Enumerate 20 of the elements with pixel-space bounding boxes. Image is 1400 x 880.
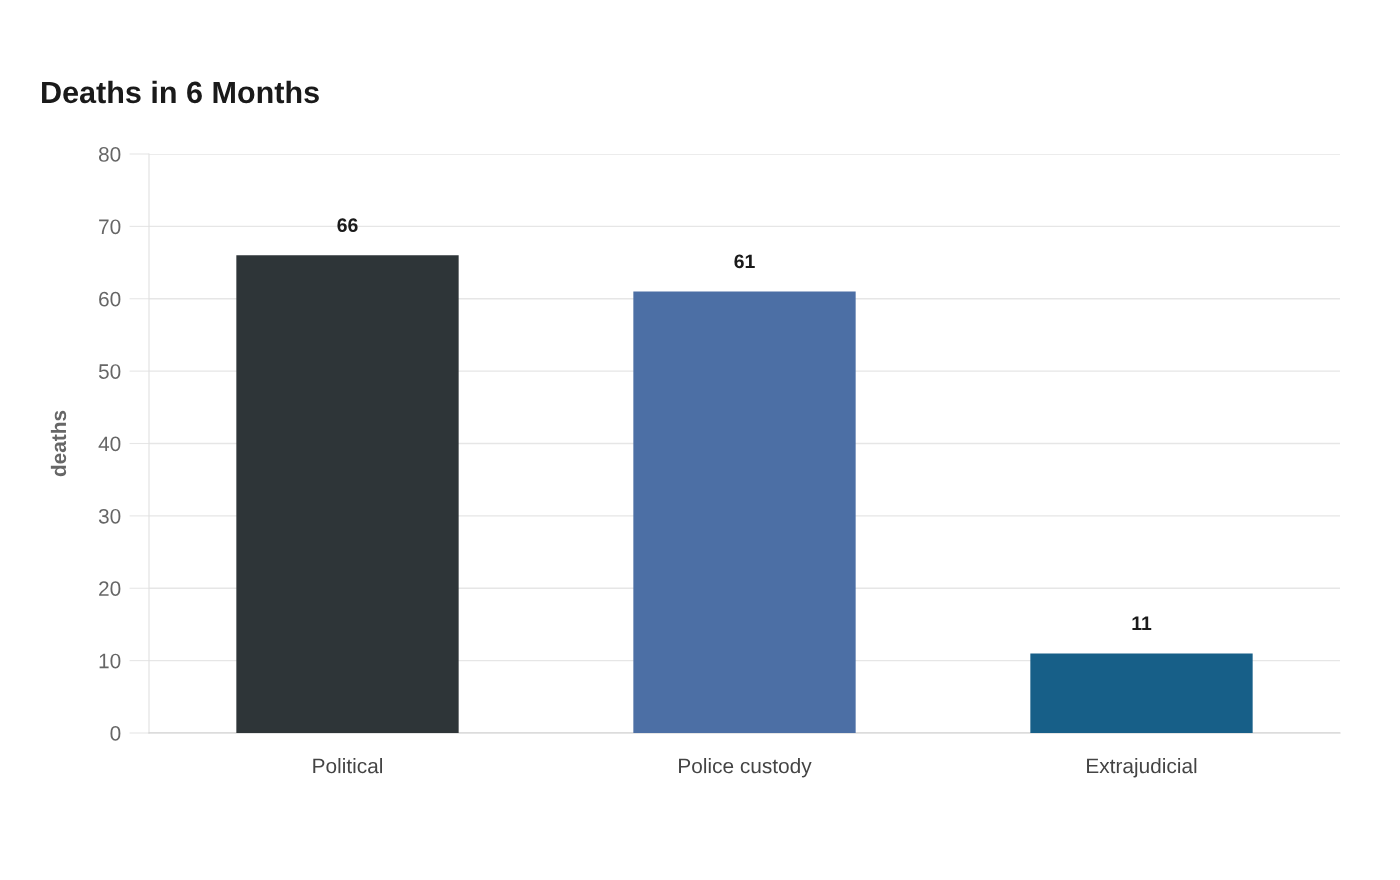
x-tick-label: Political (313, 758, 382, 774)
y-tick-label: 10 (99, 653, 121, 669)
y-tick-label: 40 (98, 436, 121, 452)
bar (236, 255, 459, 733)
x-tick-label: Extrajudicial (1087, 758, 1197, 778)
y-tick-label: 20 (99, 581, 121, 596)
data-label: 66 (337, 218, 358, 233)
y-tick-label: 60 (99, 291, 121, 307)
bar (1030, 653, 1253, 733)
y-tick-label: 30 (98, 508, 121, 524)
chart-title: Deaths in 6 Months (42, 80, 319, 104)
y-axis-title: deaths (50, 410, 67, 477)
data-label: 61 (734, 254, 755, 269)
bar (633, 291, 856, 733)
y-tick-label: 80 (98, 147, 121, 162)
y-tick-label: 50 (98, 364, 121, 379)
y-tick-label: 70 (99, 219, 121, 235)
y-tick-label: 0 (110, 726, 121, 741)
data-label: 11 (1132, 616, 1152, 630)
x-tick-label: Police custody (679, 758, 812, 778)
